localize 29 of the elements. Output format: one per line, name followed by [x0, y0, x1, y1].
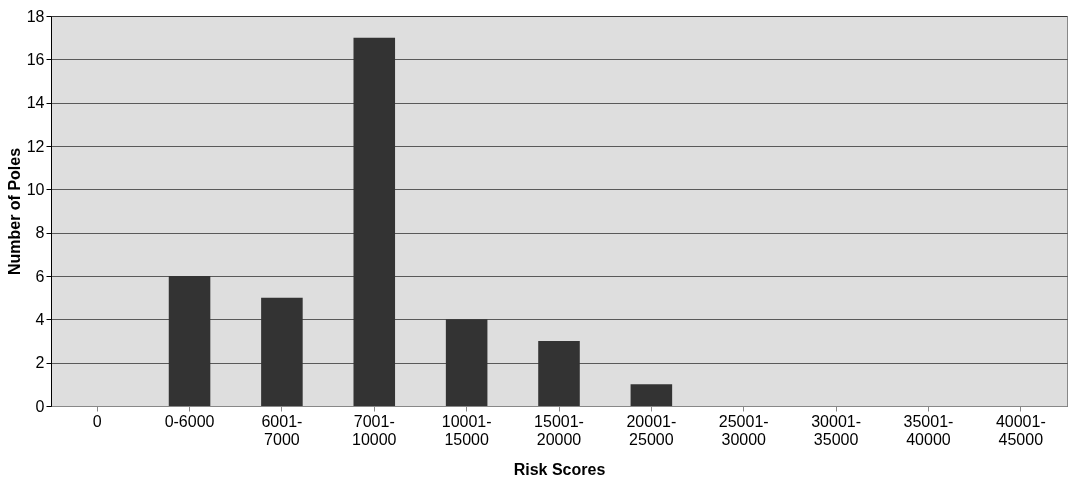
x-tick-label: 0 [92, 412, 102, 430]
x-tick-label: 40001-45000 [995, 412, 1046, 448]
y-tick-label: 18 [26, 7, 45, 25]
y-tick-label: 4 [35, 310, 45, 328]
y-tick-label: 12 [26, 137, 45, 155]
bar [353, 37, 396, 406]
bar [261, 297, 303, 406]
x-tick-label: 15001-20000 [534, 412, 584, 448]
x-tick-label: 25001-30000 [718, 412, 769, 448]
y-tick-label: 16 [26, 50, 45, 68]
x-tick-label: 35001-40000 [903, 412, 954, 448]
bar [630, 384, 673, 406]
bar [445, 319, 488, 406]
y-tick-label: 8 [35, 224, 45, 242]
y-tick-label: 14 [26, 94, 45, 112]
bar [538, 341, 580, 406]
x-axis-title: Risk Scores [513, 460, 606, 478]
y-tick-label: 10 [26, 180, 45, 198]
bar [168, 276, 211, 406]
x-tick-label: 6001-7000 [261, 412, 303, 448]
x-tick-label: 7001-10000 [352, 412, 397, 448]
x-tick-label: 30001-35000 [811, 412, 861, 448]
x-tick-label: 20001-25000 [626, 412, 677, 448]
x-tick-label: 10001-15000 [441, 412, 492, 448]
y-tick-label: 0 [35, 397, 45, 415]
y-tick-label: 2 [35, 354, 45, 372]
x-tick-label: 0-6000 [164, 412, 215, 430]
y-tick-label: 6 [35, 267, 45, 285]
y-axis-title: Number of Poles [5, 147, 23, 276]
